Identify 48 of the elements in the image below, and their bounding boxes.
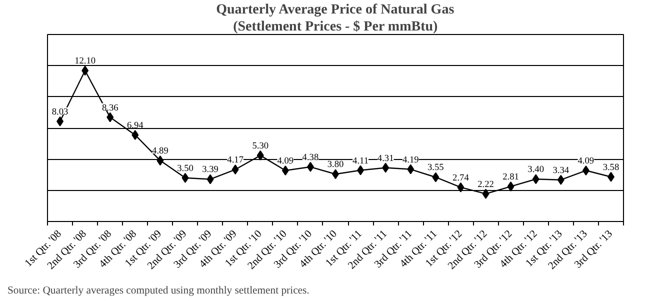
point [457, 182, 464, 192]
chart-title: Quarterly Average Price of Natural Gas [216, 2, 455, 18]
data-label: 2.74 [452, 173, 470, 184]
point [56, 116, 64, 126]
data-label: 4.89 [152, 146, 169, 157]
point [482, 188, 490, 199]
point [132, 130, 139, 140]
point [532, 174, 540, 184]
point [82, 66, 89, 76]
data-label: 2.81 [502, 172, 520, 182]
point [382, 162, 390, 173]
data-label: 3.39 [202, 165, 219, 176]
data-label: 5.30 [252, 141, 269, 152]
point [106, 112, 114, 122]
point [156, 156, 164, 166]
point [557, 174, 564, 185]
data-label: 2.22 [478, 180, 494, 190]
data-label: 4.09 [578, 156, 594, 167]
data-label: 3.40 [528, 165, 544, 176]
data-label: 3.50 [177, 164, 194, 174]
data-label: 12.10 [74, 56, 96, 67]
data-label: 3.80 [327, 160, 344, 170]
data-label: 3.58 [602, 162, 620, 173]
point [232, 164, 239, 175]
point [507, 181, 514, 192]
data-label: 4.09 [277, 156, 294, 167]
point [306, 162, 314, 172]
source-note: Source: Quarterly averages computed using monthly settlement prices. [8, 286, 310, 296]
data-label: 4.38 [302, 152, 319, 163]
data-label: 3.34 [552, 166, 570, 176]
data-label: 6.94 [126, 120, 144, 131]
point [607, 172, 614, 182]
data-label: 4.19 [402, 155, 420, 166]
data-label: 4.17 [227, 156, 244, 166]
point [256, 150, 264, 160]
data-label: 3.55 [428, 163, 444, 174]
data-label: 4.31 [377, 154, 394, 164]
point [182, 172, 189, 183]
data-label: 8.03 [52, 107, 69, 118]
point [432, 172, 440, 182]
point [357, 165, 364, 176]
point [582, 166, 590, 176]
data-label: 8.36 [102, 103, 119, 114]
point [206, 174, 214, 184]
point [282, 166, 289, 176]
data-label: 4.11 [352, 156, 369, 166]
chart-subtitle: (Settlement Prices - $ Per mmBtu) [233, 20, 438, 34]
point [407, 164, 414, 174]
